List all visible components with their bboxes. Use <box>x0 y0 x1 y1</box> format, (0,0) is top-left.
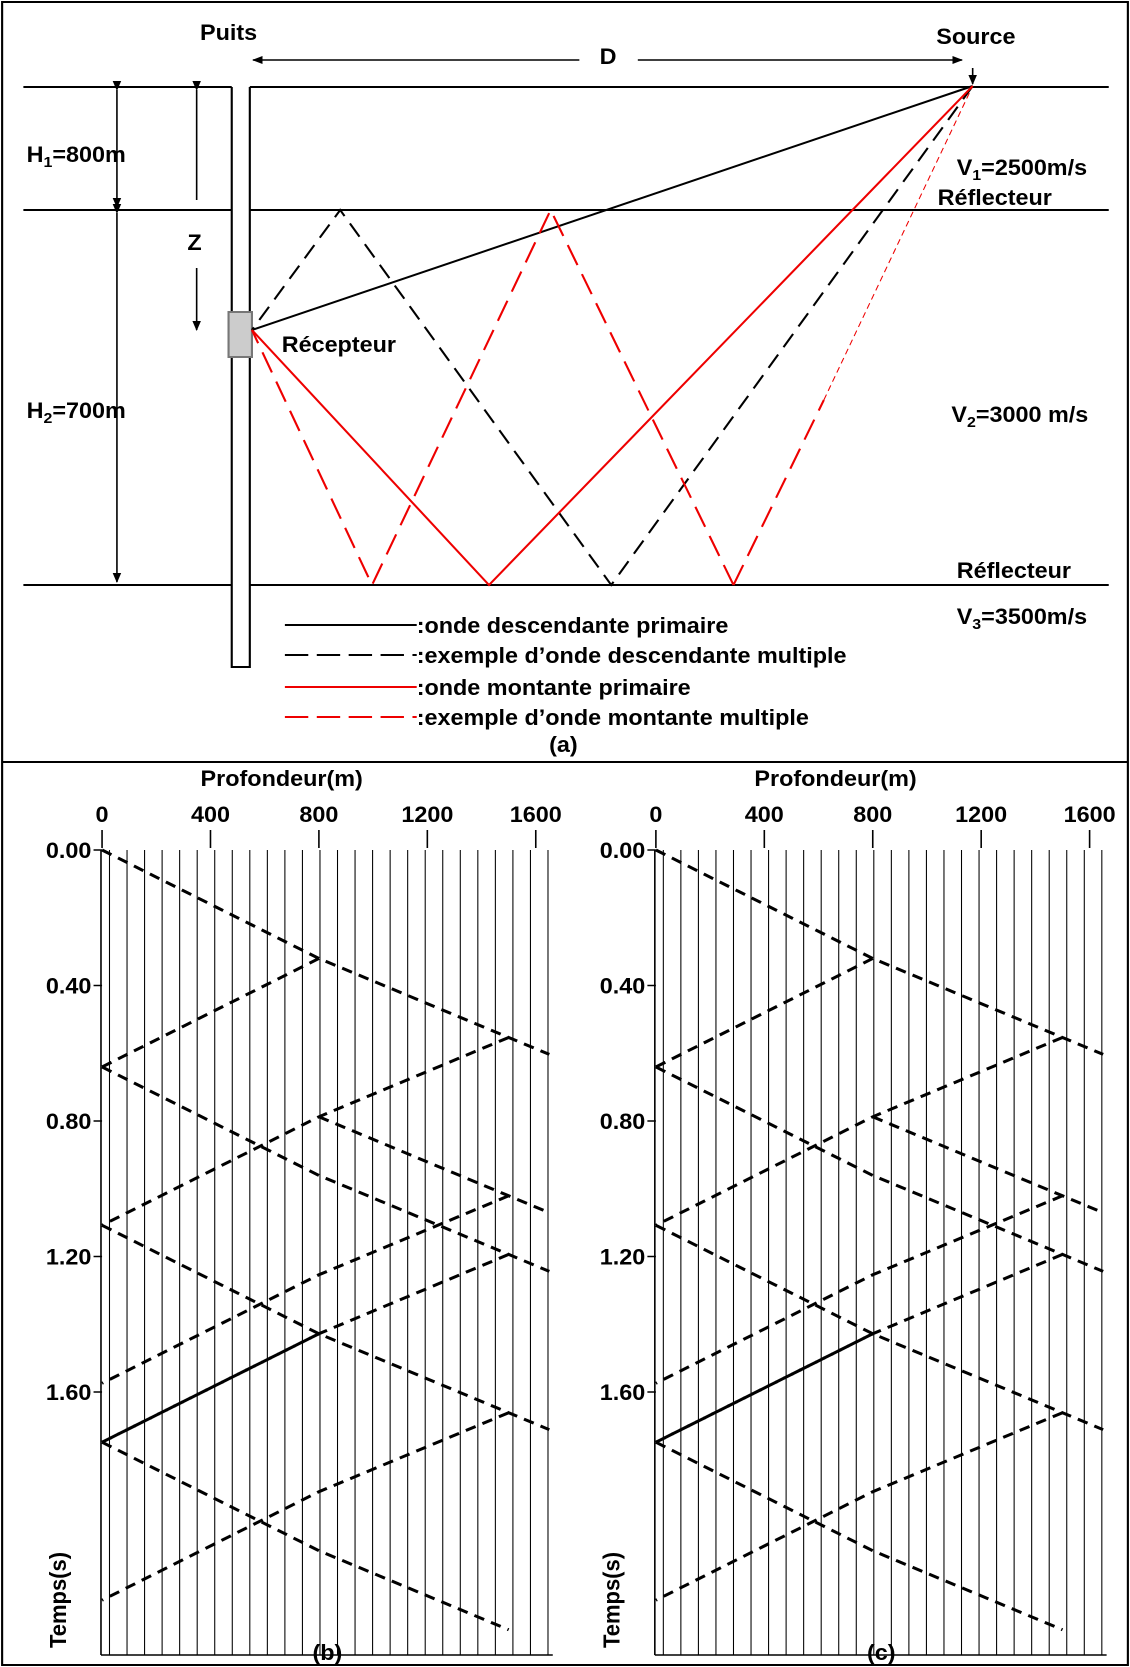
wave-event <box>655 957 874 1069</box>
wave-event <box>655 1036 1064 1227</box>
wave-event <box>655 1332 874 1444</box>
y-tick-label: 0.40 <box>600 973 646 998</box>
legend-label: :onde descendante primaire <box>417 613 729 638</box>
wave-event <box>655 1194 1064 1385</box>
x-tick-label: 800 <box>299 802 338 827</box>
x-tick-label: 1200 <box>955 802 1007 827</box>
well-label: Puits <box>200 20 257 45</box>
wave-event <box>101 1411 510 1602</box>
wave-event <box>101 848 550 1056</box>
wave-event <box>655 1223 1104 1432</box>
wave-event <box>101 957 320 1069</box>
caption: (a) <box>549 732 578 757</box>
y-tick-label: 0.00 <box>46 838 92 863</box>
caption: (c) <box>867 1640 896 1665</box>
y-tick-label: 0.80 <box>46 1109 92 1134</box>
x-tick-label: 1200 <box>401 802 453 827</box>
ray-up-primary <box>251 85 974 587</box>
receiver-label: Récepteur <box>282 332 396 357</box>
ray-down-primary <box>251 85 974 331</box>
ray-down-multiple <box>251 85 974 587</box>
wave-event <box>101 1065 550 1273</box>
z-label: Z <box>187 230 201 255</box>
panel-a <box>23 56 1109 718</box>
reflector-label: Réflecteur <box>938 185 1052 210</box>
x-tick-label: 1600 <box>510 802 562 827</box>
wave-event <box>101 1036 510 1227</box>
y-tick-label: 1.60 <box>46 1380 92 1405</box>
x-tick-label: 400 <box>745 802 784 827</box>
v1-label: V1=2500m/s <box>957 155 1087 184</box>
wave-event <box>655 1411 1064 1602</box>
y-tick-label: 0.40 <box>46 973 92 998</box>
x-axis-title: Profondeur(m) <box>201 766 363 791</box>
x-tick-label: 0 <box>96 802 109 827</box>
y-axis-title: Temps(s) <box>44 1552 71 1648</box>
seismic-panel: Profondeur(m) 0 400 800 1200 1600 0.00 0.40 0.80… <box>44 766 561 1665</box>
well <box>230 87 251 668</box>
y-tick-label: 1.60 <box>600 1380 646 1405</box>
ray-up-multiple <box>823 85 974 401</box>
h2-label: H2=700m <box>27 398 126 427</box>
h1-label: H1=800m <box>27 142 126 171</box>
distance-label: D <box>600 44 617 69</box>
wave-event <box>101 1194 510 1385</box>
v2-label: V2=3000 m/s <box>951 402 1088 431</box>
wave-event <box>101 1440 510 1632</box>
legend-label: :onde montante primaire <box>417 675 691 700</box>
y-tick-label: 1.20 <box>600 1244 646 1269</box>
x-tick-label: 0 <box>649 802 662 827</box>
y-tick-label: 0.00 <box>600 838 646 863</box>
y-axis-title: Temps(s) <box>598 1552 625 1648</box>
x-tick-label: 1600 <box>1064 802 1116 827</box>
x-tick-label: 800 <box>853 802 892 827</box>
wave-event <box>101 1332 320 1444</box>
source-label: Source <box>936 24 1015 49</box>
caption: (b) <box>312 1640 342 1665</box>
ray-up-multiple <box>732 399 825 586</box>
panel-a-labels: Puits D Source H1=800m Z V1=2500m/s Réfl… <box>27 20 1089 757</box>
y-tick-label: 1.20 <box>46 1244 92 1269</box>
legend-label: :exemple d’onde montante multiple <box>417 705 809 730</box>
wave-event <box>318 1115 550 1215</box>
legend-label: :exemple d’onde descendante multiple <box>417 643 847 668</box>
x-axis-title: Profondeur(m) <box>754 766 916 791</box>
y-tick-label: 0.80 <box>600 1109 646 1134</box>
wave-event <box>655 1440 1064 1632</box>
v3-label: V3=3500m/s <box>957 604 1087 633</box>
wave-event <box>872 1115 1104 1215</box>
receiver-box <box>227 311 254 358</box>
x-tick-label: 400 <box>191 802 230 827</box>
reflector-label: Réflecteur <box>957 558 1071 583</box>
ray-up-multiple <box>250 207 735 588</box>
wave-event <box>655 848 1104 1056</box>
wave-event <box>101 1223 550 1432</box>
seismic-panel: Profondeur(m) 0 400 800 1200 1600 0.00 0.40 0.80… <box>598 766 1115 1665</box>
wave-event <box>655 1065 1104 1273</box>
